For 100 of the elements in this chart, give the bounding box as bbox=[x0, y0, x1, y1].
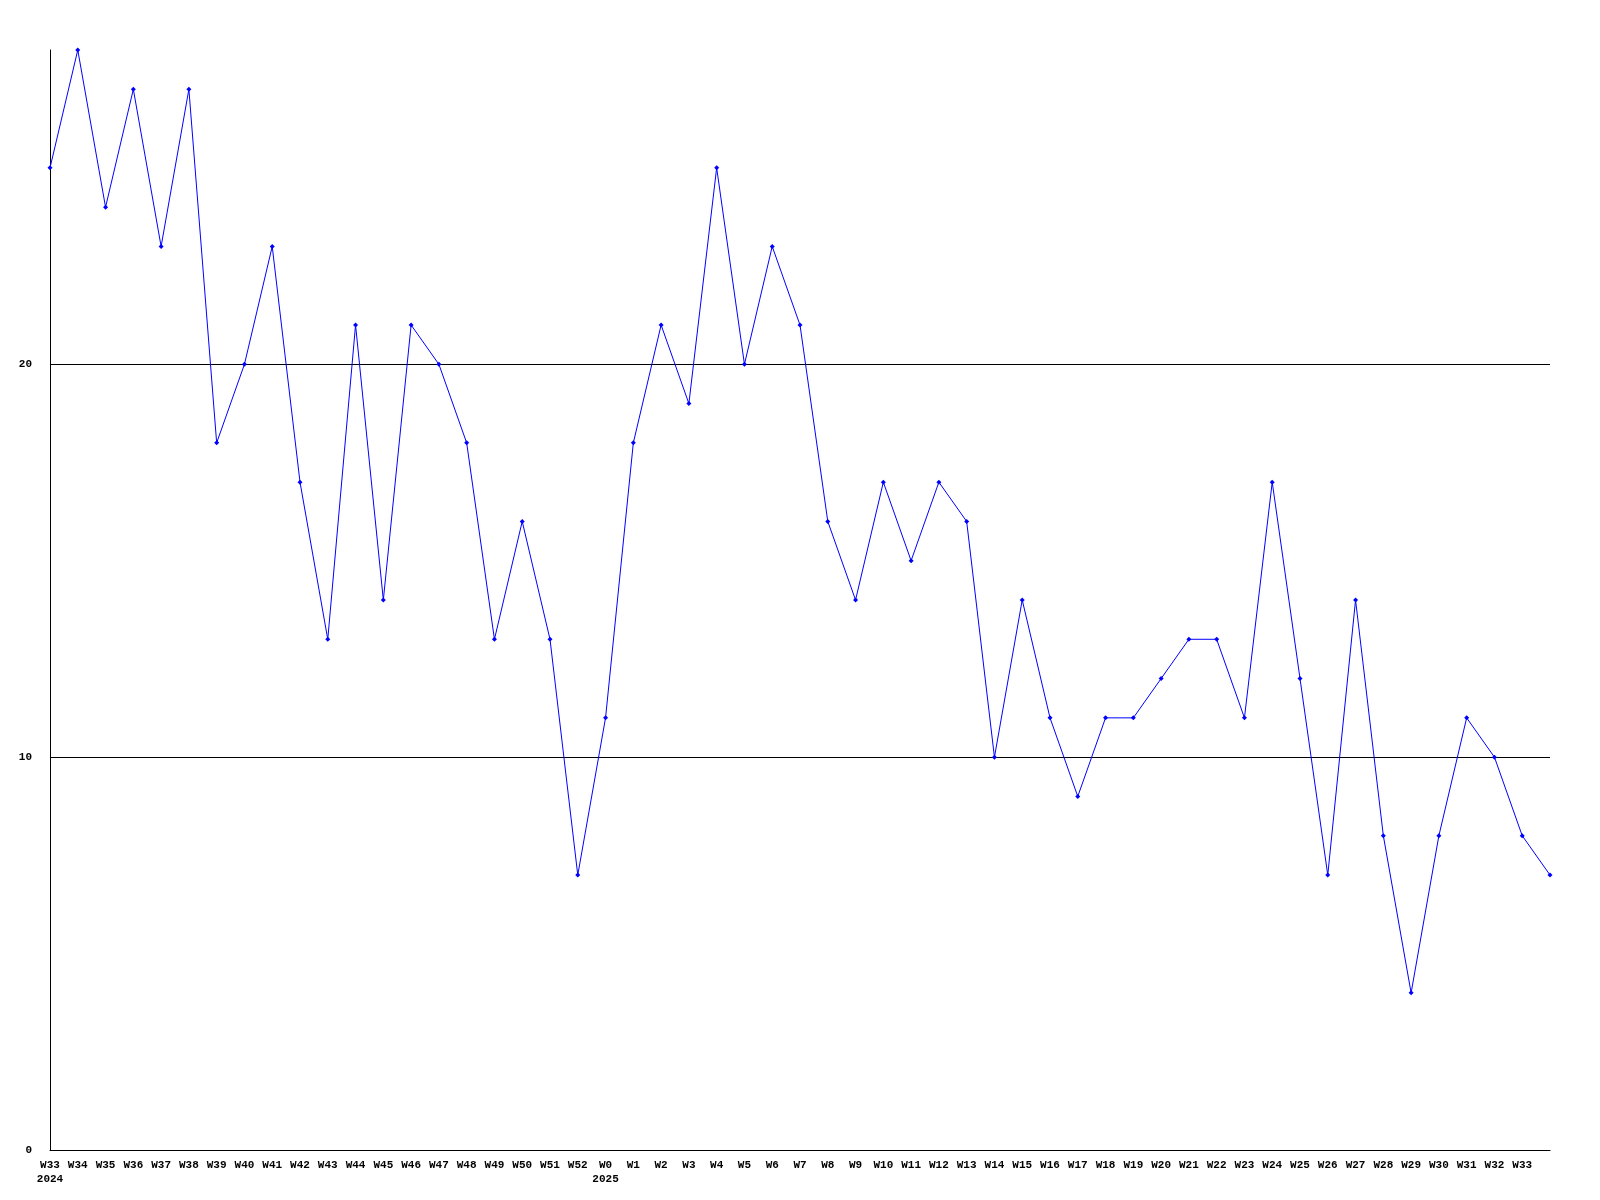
point bbox=[714, 165, 720, 171]
x-tick-label: W28 bbox=[1373, 1159, 1394, 1171]
point bbox=[75, 47, 81, 53]
x-tick-label: W4 bbox=[710, 1159, 724, 1171]
x-tick-label: W45 bbox=[373, 1159, 394, 1171]
point bbox=[158, 243, 164, 249]
point bbox=[1186, 636, 1192, 642]
point bbox=[1158, 676, 1164, 682]
point bbox=[741, 361, 747, 367]
point bbox=[1269, 479, 1275, 485]
x-tick-label: W17 bbox=[1067, 1159, 1088, 1171]
x-tick-label: W36 bbox=[123, 1159, 144, 1171]
y-tick-label: 10 bbox=[18, 751, 32, 764]
point bbox=[880, 479, 886, 485]
point bbox=[436, 361, 442, 367]
point bbox=[1241, 715, 1247, 721]
x-tick-label: W10 bbox=[873, 1159, 894, 1171]
x-tick-label: W18 bbox=[1095, 1159, 1116, 1171]
x-tick-label: W1 bbox=[626, 1159, 641, 1171]
point bbox=[908, 558, 914, 564]
point bbox=[1047, 715, 1053, 721]
point bbox=[1519, 833, 1525, 839]
x-tick-label: W47 bbox=[428, 1159, 449, 1171]
point bbox=[547, 636, 553, 642]
point bbox=[464, 440, 470, 446]
point bbox=[408, 322, 414, 328]
x-tick-label: W11 bbox=[901, 1159, 922, 1171]
point bbox=[1297, 676, 1303, 682]
point bbox=[1075, 793, 1081, 799]
x-tick-label: W43 bbox=[317, 1159, 339, 1171]
point bbox=[1103, 715, 1109, 721]
point bbox=[1214, 636, 1220, 642]
x-tick-label: W37 bbox=[151, 1159, 172, 1171]
point bbox=[1019, 597, 1025, 603]
point bbox=[769, 243, 775, 249]
x-tick-label: W12 bbox=[928, 1159, 949, 1171]
x-tick-label: W6 bbox=[765, 1159, 779, 1171]
point bbox=[1130, 715, 1136, 721]
y-tick-label: 20 bbox=[18, 358, 32, 371]
x-tick-label: W33 2024 bbox=[36, 1159, 64, 1185]
x-tick-label: W39 bbox=[206, 1159, 227, 1171]
x-tick-label: W31 bbox=[1456, 1159, 1477, 1171]
point bbox=[686, 401, 692, 407]
x-tick-label: W5 bbox=[737, 1159, 752, 1171]
point bbox=[1325, 872, 1331, 878]
x-tick-label: W44 bbox=[345, 1159, 366, 1171]
x-tick-label: W32 bbox=[1484, 1159, 1505, 1171]
x-tick-label: W29 bbox=[1401, 1159, 1422, 1171]
x-tick-label: W41 bbox=[262, 1159, 283, 1171]
point bbox=[269, 243, 275, 249]
point bbox=[214, 440, 220, 446]
point bbox=[491, 636, 497, 642]
x-tick-label: W30 bbox=[1428, 1159, 1449, 1171]
point bbox=[241, 361, 247, 367]
point bbox=[853, 597, 859, 603]
point bbox=[353, 322, 359, 328]
point bbox=[103, 204, 109, 210]
point bbox=[519, 518, 525, 524]
x-tick-label: W35 bbox=[95, 1159, 116, 1171]
x-tick-label: W16 bbox=[1040, 1159, 1060, 1171]
point bbox=[1464, 715, 1470, 721]
x-tick-label: W42 bbox=[290, 1159, 310, 1171]
x-tick-label: W2 bbox=[654, 1159, 668, 1171]
x-tick-label: W46 bbox=[401, 1159, 422, 1171]
x-tick-label: W13 bbox=[956, 1159, 977, 1171]
x-tick-label: W9 bbox=[848, 1159, 863, 1171]
x-tick-label: W0 2025 bbox=[592, 1159, 620, 1185]
point bbox=[575, 872, 581, 878]
point bbox=[1353, 597, 1359, 603]
x-tick-label: W15 bbox=[1012, 1159, 1033, 1171]
x-tick-label: W19 bbox=[1123, 1159, 1144, 1171]
x-tick-label: W22 bbox=[1206, 1159, 1227, 1171]
x-tick-label: W48 bbox=[456, 1159, 477, 1171]
x-tick-label: W51 bbox=[540, 1159, 561, 1171]
x-tick-label: W24 bbox=[1262, 1159, 1283, 1171]
point bbox=[825, 518, 831, 524]
x-tick-label: W14 bbox=[984, 1159, 1005, 1171]
x-tick-label: W7 bbox=[793, 1159, 807, 1171]
point bbox=[1547, 872, 1553, 878]
point bbox=[630, 440, 636, 446]
x-tick-label: W25 bbox=[1290, 1159, 1311, 1171]
x-tick-label: W23 bbox=[1234, 1159, 1255, 1171]
point bbox=[1436, 833, 1442, 839]
x-tick-label: W52 bbox=[567, 1159, 588, 1171]
point bbox=[658, 322, 664, 328]
point bbox=[797, 322, 803, 328]
point bbox=[964, 518, 970, 524]
x-tick-label: W20 bbox=[1151, 1159, 1172, 1171]
x-tick-label: W40 bbox=[234, 1159, 255, 1171]
x-tick-label: W3 bbox=[682, 1159, 696, 1171]
point bbox=[936, 479, 942, 485]
x-tick-label: W38 bbox=[178, 1159, 200, 1171]
point bbox=[991, 754, 997, 760]
y-tick-label: 0 bbox=[25, 1144, 32, 1156]
x-tick-label: W33 bbox=[1512, 1159, 1533, 1171]
point bbox=[380, 597, 386, 603]
x-tick-label: W34 bbox=[67, 1159, 89, 1171]
x-tick-label: W8 bbox=[821, 1159, 835, 1171]
x-tick-label: W21 bbox=[1178, 1159, 1200, 1171]
point bbox=[130, 86, 136, 92]
